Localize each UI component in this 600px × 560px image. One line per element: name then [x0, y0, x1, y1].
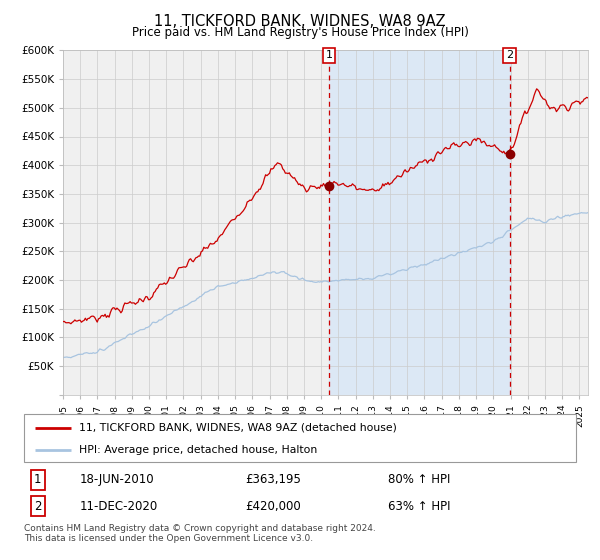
Text: 18-JUN-2010: 18-JUN-2010 [79, 473, 154, 486]
Text: HPI: Average price, detached house, Halton: HPI: Average price, detached house, Halt… [79, 445, 317, 455]
Text: Contains HM Land Registry data © Crown copyright and database right 2024.
This d: Contains HM Land Registry data © Crown c… [24, 524, 376, 543]
Text: Price paid vs. HM Land Registry's House Price Index (HPI): Price paid vs. HM Land Registry's House … [131, 26, 469, 39]
Text: 11-DEC-2020: 11-DEC-2020 [79, 500, 157, 513]
Text: 11, TICKFORD BANK, WIDNES, WA8 9AZ: 11, TICKFORD BANK, WIDNES, WA8 9AZ [154, 14, 446, 29]
Bar [329, 50, 509, 395]
FancyBboxPatch shape [24, 414, 576, 462]
Text: £420,000: £420,000 [245, 500, 301, 513]
Text: £363,195: £363,195 [245, 473, 301, 486]
Text: 63% ↑ HPI: 63% ↑ HPI [388, 500, 451, 513]
Text: 11, TICKFORD BANK, WIDNES, WA8 9AZ (detached house): 11, TICKFORD BANK, WIDNES, WA8 9AZ (deta… [79, 423, 397, 433]
Text: 1: 1 [326, 50, 332, 60]
Text: 1: 1 [34, 473, 41, 486]
Text: 80% ↑ HPI: 80% ↑ HPI [388, 473, 451, 486]
Text: 2: 2 [34, 500, 41, 513]
Text: 2: 2 [506, 50, 513, 60]
